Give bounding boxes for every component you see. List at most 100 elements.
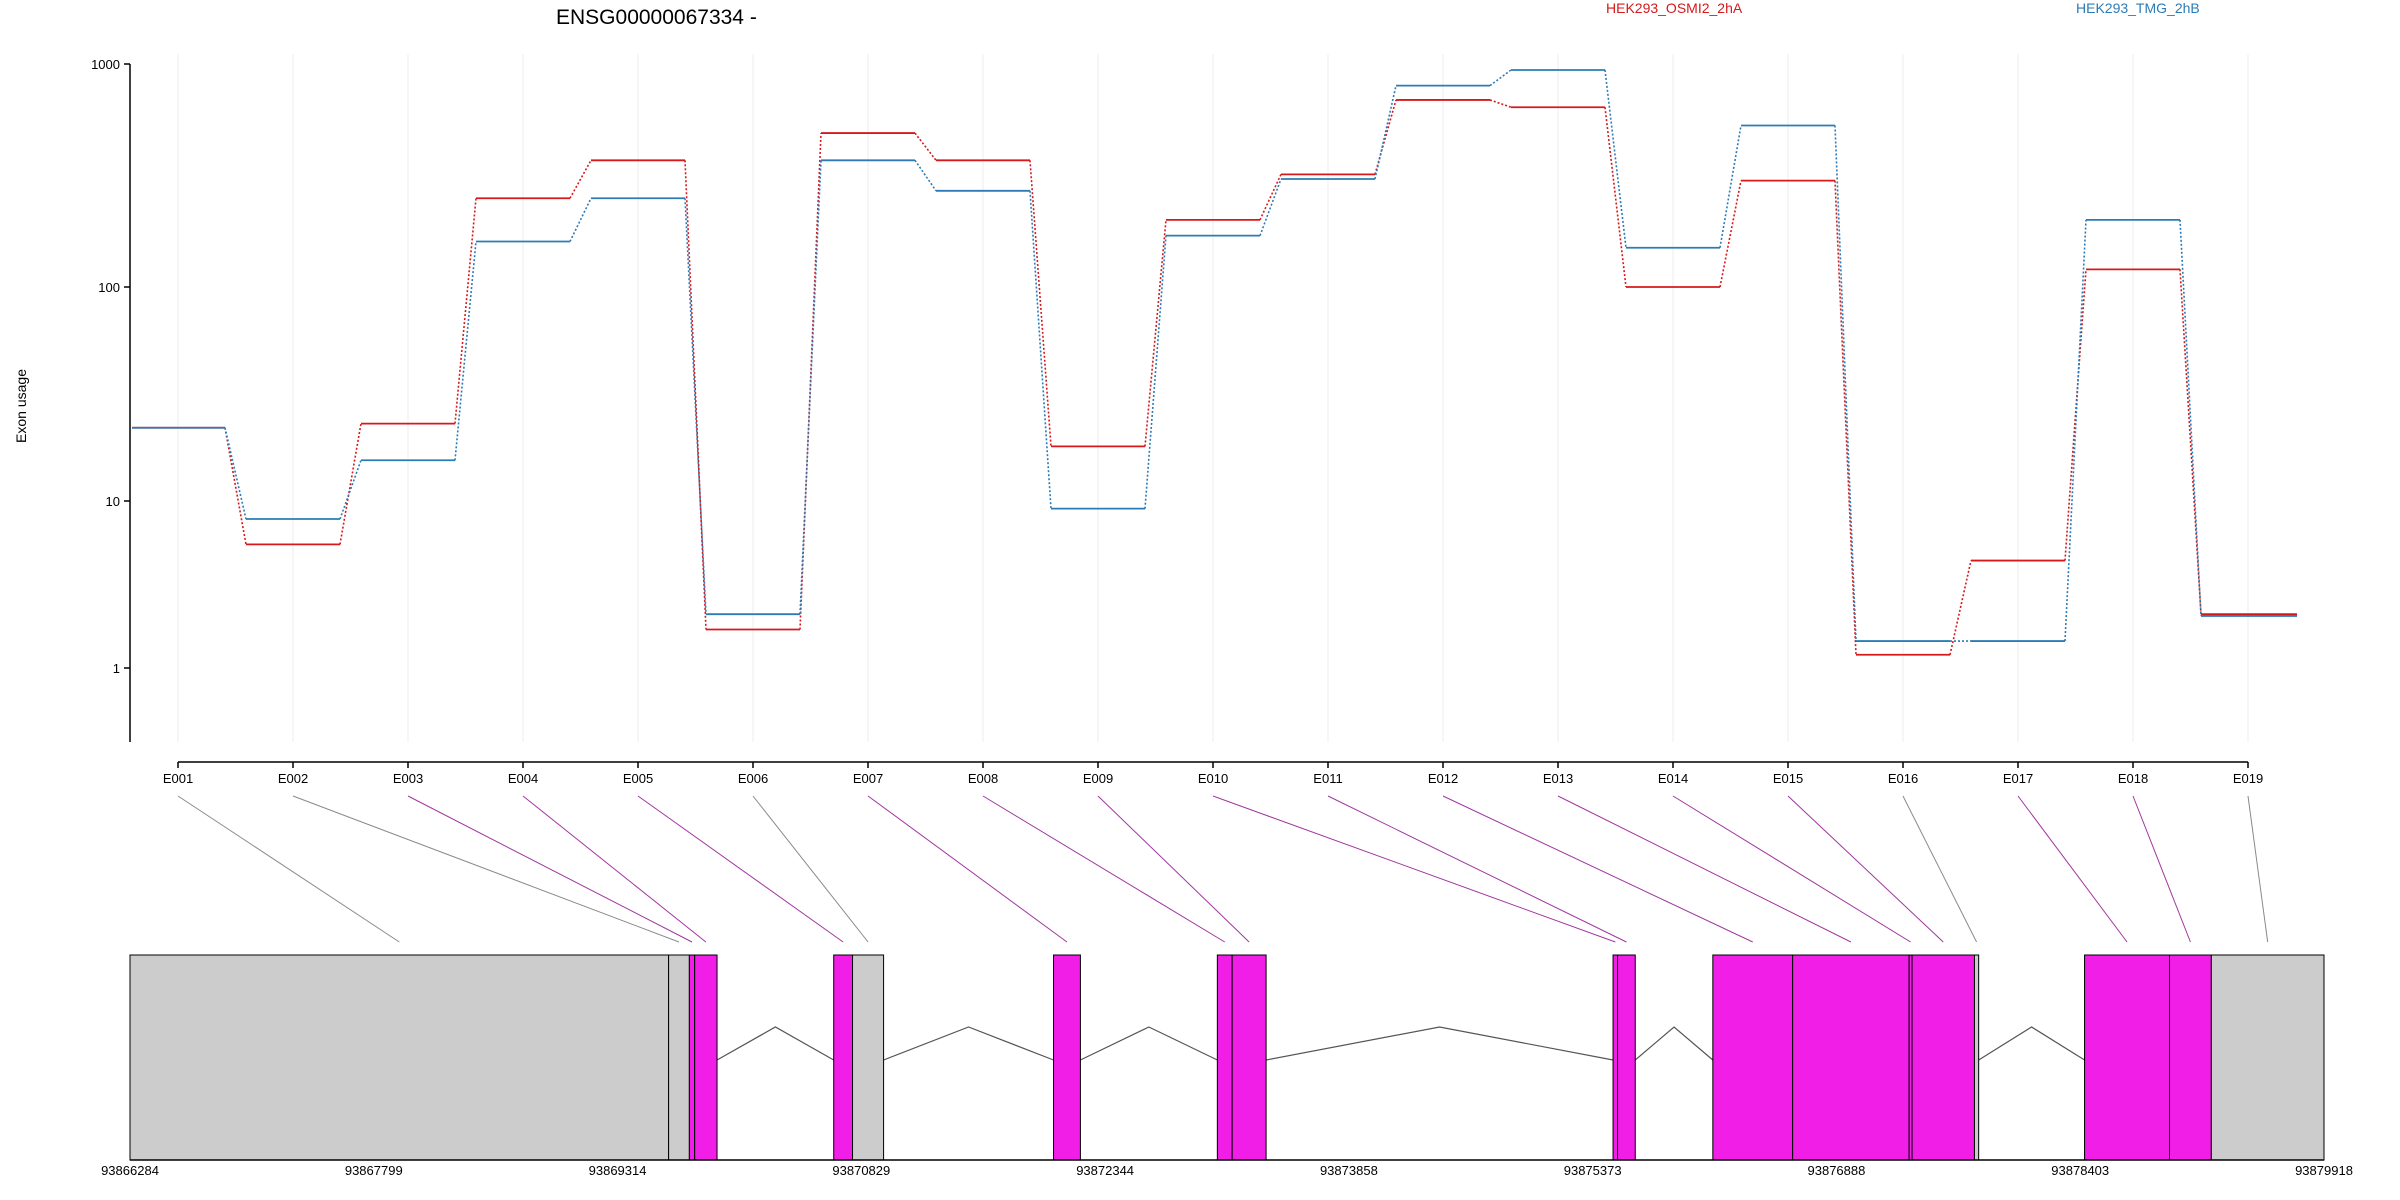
exon-box-e016 — [1973, 954, 1980, 1161]
coordinate-tick-label: 93876888 — [1808, 1163, 1866, 1178]
series-b-connector — [1489, 69, 1512, 87]
x-tick-label-e007: E007 — [853, 771, 883, 786]
series-b-connector — [1719, 125, 1742, 248]
exon-connectors — [177, 795, 2269, 943]
exon-box-e019 — [2210, 954, 2325, 1161]
coordinate-tick-label: 93870829 — [832, 1163, 890, 1178]
connector-e013 — [1557, 795, 1852, 943]
x-tick-label-e009: E009 — [1083, 771, 1113, 786]
y-tick-label: 100 — [98, 280, 120, 295]
x-tick-label-e018: E018 — [2118, 771, 2148, 786]
connector-e006 — [752, 795, 869, 943]
series-a-connector — [1029, 160, 1052, 447]
exon-box-e006 — [852, 954, 885, 1161]
series-b-connector — [1029, 190, 1052, 509]
exon-box-e001 — [129, 954, 670, 1161]
series-b-connector — [224, 427, 247, 520]
connector-e015 — [1787, 795, 1944, 943]
series-lines — [132, 69, 2297, 656]
x-tick-label-e017: E017 — [2003, 771, 2033, 786]
intron-line — [883, 1026, 1054, 1061]
x-tick-label-e005: E005 — [623, 771, 653, 786]
coordinate-tick-label: 93875373 — [1564, 1163, 1622, 1178]
intron-line — [1978, 1026, 2085, 1061]
grid-lines — [177, 54, 2249, 742]
series-a-connector — [1489, 99, 1512, 108]
connector-e004 — [522, 795, 707, 943]
connector-e001 — [177, 795, 400, 943]
connector-e010 — [1212, 795, 1616, 943]
legend-entry-series-a: HEK293_OSMI2_2hA — [1606, 0, 1743, 16]
coordinate-tick-label: 93872344 — [1076, 1163, 1134, 1178]
coordinate-tick-label: 93873858 — [1320, 1163, 1378, 1178]
connector-e005 — [637, 795, 844, 943]
connector-e009 — [1097, 795, 1250, 943]
x-tick-label-e002: E002 — [278, 771, 308, 786]
series-b-connector — [1604, 69, 1627, 248]
y-tick-label: 10 — [106, 494, 120, 509]
x-tick-label-e008: E008 — [968, 771, 998, 786]
legend-entry-series-b: HEK293_TMG_2hB — [2076, 0, 2200, 16]
exon-box-e013 — [1792, 954, 1910, 1161]
exon-box-e017 — [2084, 954, 2171, 1161]
x-tick-label-e010: E010 — [1198, 771, 1228, 786]
connector-e007 — [867, 795, 1068, 943]
exon-box-e015 — [1911, 954, 1975, 1161]
exon-box-e004 — [694, 954, 718, 1161]
exon-box-e009 — [1231, 954, 1267, 1161]
connector-e012 — [1442, 795, 1753, 943]
series-b-connector — [454, 241, 477, 461]
x-tick-label-e016: E016 — [1888, 771, 1918, 786]
x-tick-label-e001: E001 — [163, 771, 193, 786]
exon-box-e003 — [688, 954, 696, 1161]
intron-line — [1080, 1026, 1218, 1061]
series-a-connector — [1604, 107, 1627, 288]
connector-e002 — [292, 795, 680, 943]
series-b-connector — [2179, 219, 2202, 616]
genomic-coordinate-axis: 93866284 93867799 93869314 93870829 93872344… — [101, 1159, 2353, 1178]
connector-e019 — [2247, 795, 2269, 943]
series-b-connector — [1259, 178, 1282, 236]
series-b-connector — [1144, 235, 1167, 509]
series-a-connector — [569, 159, 592, 199]
intron-line — [716, 1026, 835, 1061]
coordinate-tick-label: 93878403 — [2051, 1163, 2109, 1178]
exon-box-e010 — [1612, 954, 1619, 1161]
series-b-connector — [569, 197, 592, 242]
series-b-connector — [2064, 219, 2087, 642]
y-axis: 1 10 100 1000 — [91, 57, 131, 742]
series-a-connector — [454, 198, 477, 424]
exon-box-e007 — [1053, 954, 1081, 1161]
intron-line — [1265, 1026, 1614, 1061]
series-b-connector — [799, 160, 822, 615]
series-a-connector — [2179, 269, 2202, 615]
x-tick-label-e013: E013 — [1543, 771, 1573, 786]
exon-box-e012 — [1712, 954, 1794, 1161]
x-tick-label-e011: E011 — [1313, 771, 1342, 786]
series-a-connector — [914, 132, 937, 161]
x-tick-label-e014: E014 — [1658, 771, 1688, 786]
series-a-connector — [224, 427, 247, 545]
exon-box-e008 — [1216, 954, 1233, 1161]
connector-e017 — [2017, 795, 2128, 943]
coordinate-tick-label: 93867799 — [345, 1163, 403, 1178]
x-tick-label-e003: E003 — [393, 771, 423, 786]
x-tick-label-e004: E004 — [508, 771, 538, 786]
connector-e008 — [982, 795, 1226, 943]
coordinate-tick-label: 93879918 — [2295, 1163, 2353, 1178]
x-tick-label-e015: E015 — [1773, 771, 1803, 786]
exon-box-e018 — [2169, 954, 2212, 1161]
series-b-connector — [914, 159, 937, 192]
coordinate-tick-label: 93866284 — [101, 1163, 159, 1178]
series-a-connector — [1259, 174, 1282, 221]
series-b-connector — [339, 459, 362, 520]
connector-e014 — [1672, 795, 1911, 943]
series-a-connector — [1834, 180, 1857, 655]
series-a-connector — [1949, 560, 1972, 655]
chart-title: ENSG00000067334 - — [556, 6, 757, 29]
series-a-connector — [1144, 219, 1167, 447]
series-b-connector — [684, 198, 707, 615]
coordinate-tick-label: 93869314 — [589, 1163, 647, 1178]
exon-box-e002 — [668, 954, 690, 1161]
